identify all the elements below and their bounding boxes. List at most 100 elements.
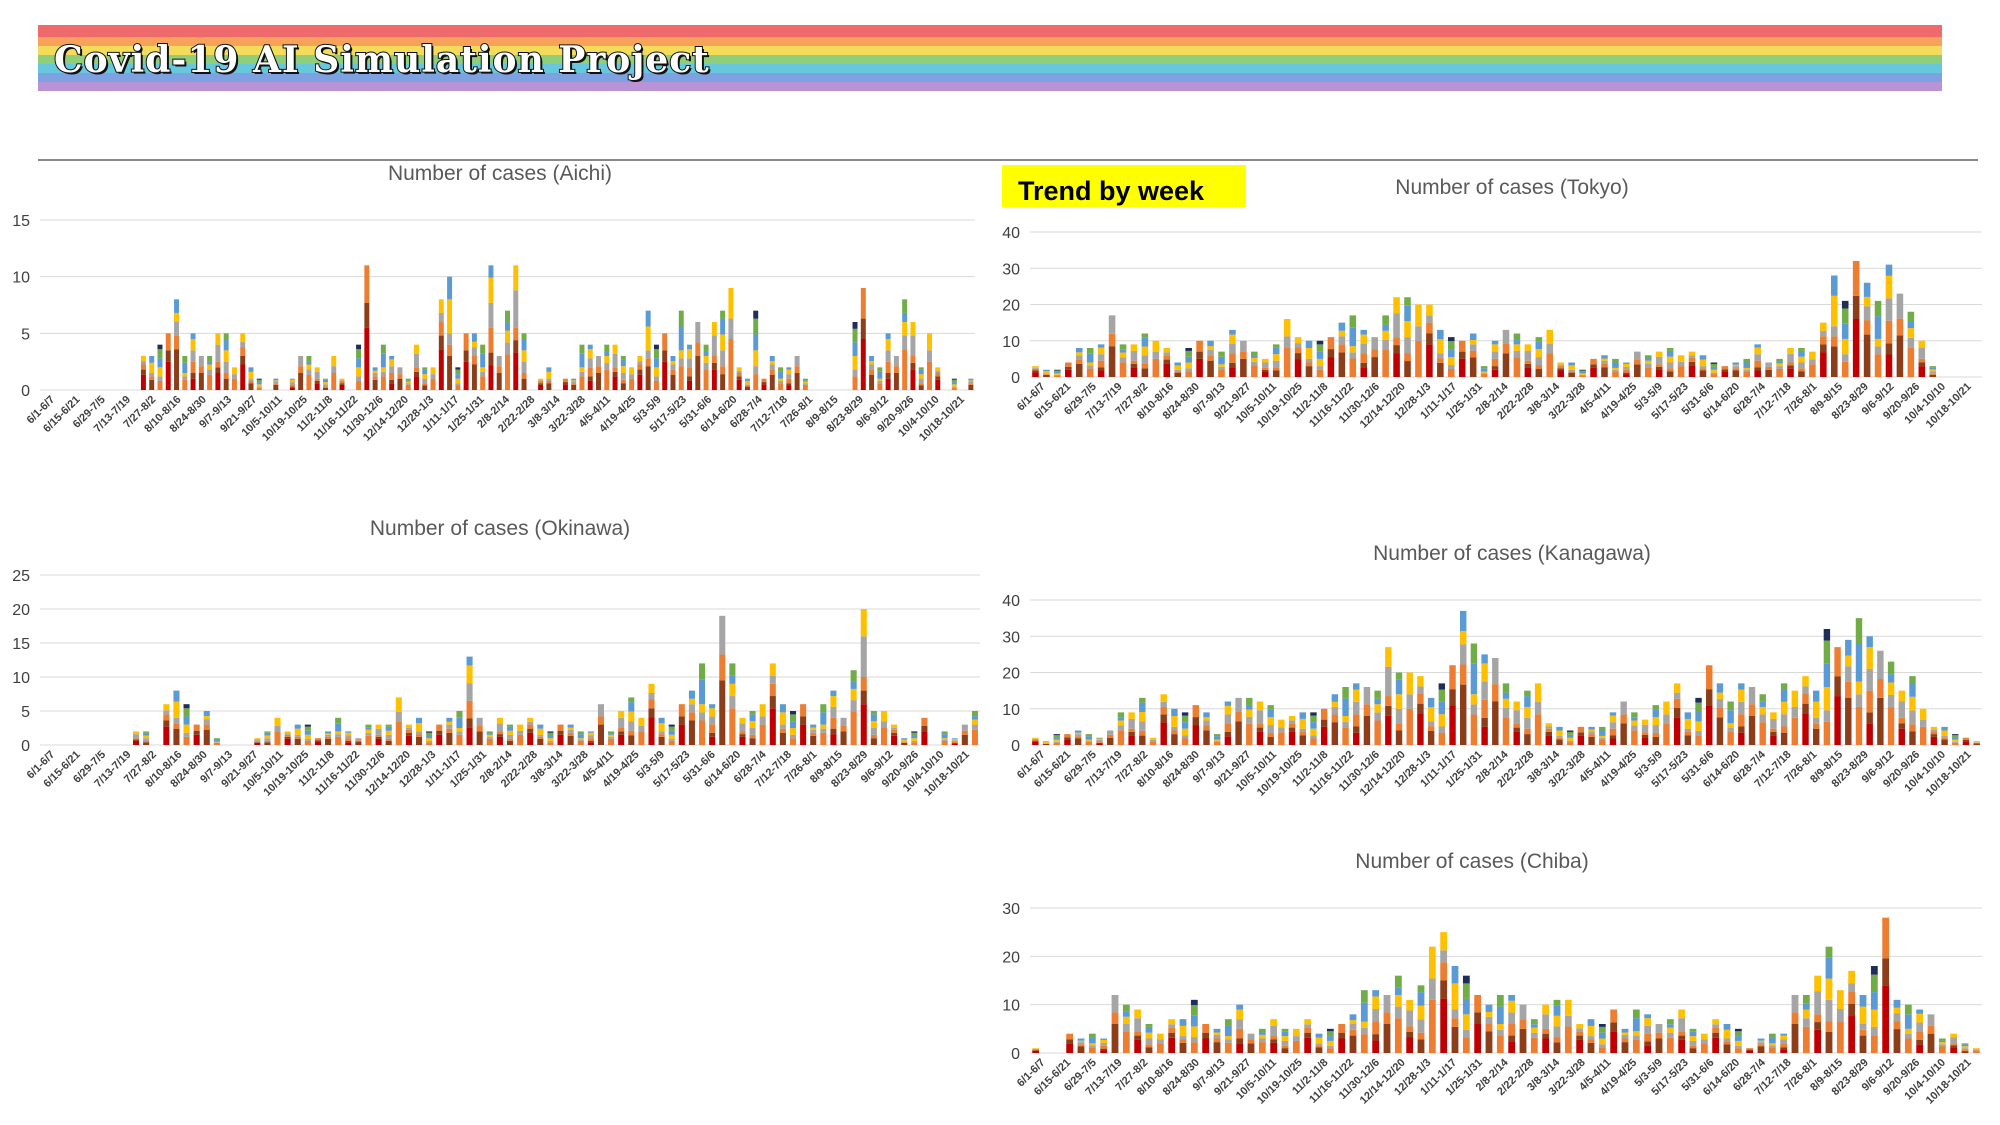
- bar-segment: [918, 385, 924, 390]
- bar-segment: [1546, 353, 1554, 377]
- y-tick-label: 20: [1002, 298, 1020, 315]
- bar-segment: [1331, 701, 1339, 707]
- bar-segment: [1893, 1021, 1901, 1030]
- bar-segment: [786, 385, 792, 390]
- bar-segment: [375, 736, 382, 739]
- bar-segment: [1288, 731, 1296, 745]
- bar-segment: [240, 356, 246, 365]
- bar-segment: [1278, 727, 1285, 733]
- bar-segment: [1139, 721, 1146, 731]
- bar-segment: [1765, 366, 1772, 370]
- bar-segment: [1859, 995, 1867, 1007]
- bar-segment: [1469, 344, 1477, 351]
- bar-segment: [1644, 360, 1652, 364]
- bar-segment: [1904, 1028, 1912, 1034]
- bar-segment: [405, 378, 411, 381]
- bar-segment: [1480, 372, 1488, 374]
- bar-segment: [1417, 1019, 1425, 1033]
- bar-segment: [1885, 298, 1893, 321]
- bar-segment: [389, 366, 395, 373]
- bar-segment: [1780, 726, 1788, 733]
- bar-segment: [1470, 694, 1478, 705]
- bar-segment: [840, 717, 847, 726]
- bar-segment: [1258, 1032, 1266, 1035]
- bar-segment: [1163, 355, 1171, 360]
- bar-segment: [213, 738, 220, 740]
- bar-segment: [571, 378, 577, 381]
- bar-segment: [1043, 374, 1050, 375]
- bar-segment: [385, 734, 392, 739]
- bar-segment: [1823, 640, 1831, 664]
- bar-segment: [294, 736, 301, 739]
- bar-segment: [1780, 1047, 1788, 1050]
- bar-segment: [1053, 734, 1060, 736]
- bar-segment: [1299, 718, 1306, 729]
- bar-segment: [430, 367, 436, 375]
- bar-segment: [1374, 690, 1381, 699]
- bar-segment: [695, 322, 701, 343]
- bar-segment: [579, 344, 585, 354]
- bar-segment: [140, 369, 146, 375]
- bar-segment: [1382, 340, 1389, 350]
- bar-segment: [941, 739, 948, 741]
- bar-segment: [596, 366, 601, 373]
- bar-segment: [1916, 1031, 1924, 1040]
- bar-segment: [778, 383, 784, 390]
- bar-segment: [1754, 347, 1761, 355]
- bar-segment: [1553, 1042, 1561, 1053]
- bar-segment: [1338, 322, 1346, 331]
- bar-segment: [1470, 704, 1478, 715]
- bar-segment: [620, 359, 626, 367]
- bar-segment: [1460, 684, 1467, 745]
- bar-segment: [1961, 1046, 1969, 1049]
- bar-segment: [1066, 1039, 1074, 1044]
- bar-segment: [365, 735, 372, 745]
- bar-segment: [1394, 975, 1402, 988]
- bar-segment: [1119, 362, 1127, 377]
- bar-segment: [1372, 1040, 1380, 1053]
- bar-segment: [1706, 689, 1713, 706]
- bar-segment: [240, 347, 246, 356]
- bar-segment: [968, 378, 974, 381]
- bar-segment: [1192, 725, 1200, 745]
- bar-segment: [505, 330, 510, 343]
- bar-segment: [466, 718, 473, 728]
- bar-segment: [1798, 371, 1805, 377]
- bar-segment: [1190, 1026, 1198, 1038]
- bar-segment: [1168, 1027, 1176, 1033]
- bar-segment: [240, 341, 246, 348]
- bar-segment: [794, 373, 800, 390]
- bar-segment: [496, 731, 503, 735]
- bar-segment: [1904, 1033, 1912, 1039]
- bar-segment: [438, 335, 444, 350]
- bar-segment: [289, 382, 295, 385]
- bar-segment: [1802, 1009, 1810, 1019]
- bar-segment: [749, 734, 756, 739]
- bar-segment: [1798, 362, 1805, 369]
- bar-segment: [1458, 340, 1466, 352]
- bar-segment: [426, 738, 433, 741]
- bar-segment: [1281, 1048, 1289, 1053]
- bar-segment: [1754, 360, 1761, 368]
- bar-segment: [1481, 681, 1488, 700]
- bar-segment: [1085, 741, 1093, 745]
- bar-segment: [1848, 970, 1856, 984]
- bar-segment: [902, 299, 908, 313]
- bar-segment: [1916, 1044, 1924, 1053]
- bar-segment: [1134, 1031, 1142, 1036]
- bar-segment: [1202, 1038, 1210, 1053]
- bar-segment: [1360, 367, 1368, 377]
- bar-segment: [1149, 739, 1157, 742]
- bar-segment: [447, 356, 453, 390]
- bar-segment: [438, 299, 444, 313]
- bar-segment: [1096, 738, 1103, 740]
- bar-segment: [1535, 349, 1543, 358]
- bar-segment: [1480, 368, 1488, 372]
- bar-segment: [1609, 728, 1617, 736]
- bar-segment: [1088, 1047, 1096, 1053]
- bar-segment: [372, 376, 378, 380]
- bar-segment: [1524, 734, 1531, 745]
- bar-segment: [1587, 1042, 1595, 1053]
- bar-segment: [143, 738, 150, 741]
- bar-segment: [1316, 351, 1324, 359]
